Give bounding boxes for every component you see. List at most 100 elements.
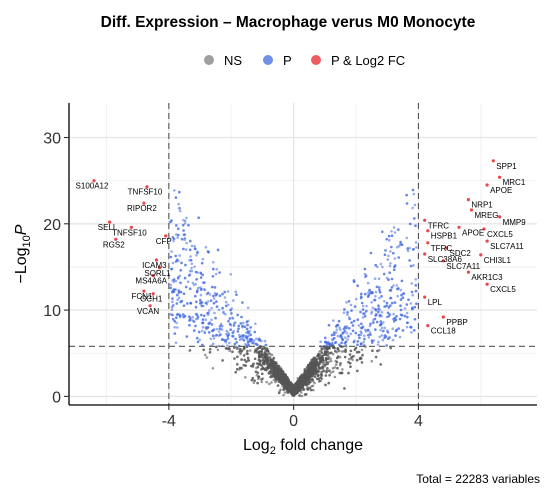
p-point — [338, 343, 341, 347]
gene-label: SPP1 — [496, 162, 517, 171]
significant-point — [92, 179, 96, 183]
p-point — [347, 335, 350, 338]
ns-point — [260, 380, 264, 384]
p-point — [215, 292, 219, 296]
p-point — [190, 244, 194, 248]
p-point — [200, 301, 204, 304]
p-point — [413, 318, 417, 321]
ns-point — [239, 349, 242, 353]
p-point — [360, 322, 363, 326]
ns-point — [242, 354, 246, 357]
p-point — [200, 304, 204, 308]
ns-point — [233, 346, 236, 350]
gene-label: SORL1 — [144, 269, 171, 278]
p-point — [233, 342, 237, 346]
p-point — [199, 298, 202, 302]
p-point — [346, 338, 349, 341]
p-point — [364, 328, 367, 332]
p-point — [370, 291, 374, 294]
p-point — [229, 308, 232, 312]
p-point — [405, 325, 409, 329]
p-point — [171, 304, 175, 308]
ns-point — [318, 366, 321, 369]
p-point — [408, 222, 412, 226]
ns-point — [318, 380, 321, 383]
ns-point — [311, 378, 314, 381]
p-point — [201, 257, 205, 261]
p-point — [375, 313, 378, 316]
p-point — [173, 320, 176, 323]
p-point — [215, 305, 219, 308]
legend: NS P P & Log2 FC — [204, 53, 405, 68]
ns-point — [243, 358, 246, 362]
p-point — [208, 321, 211, 325]
significant-point — [479, 253, 483, 257]
p-point — [221, 292, 224, 296]
p-point — [209, 299, 213, 302]
ns-point — [328, 369, 331, 373]
ns-point — [317, 377, 321, 381]
axes — [68, 103, 537, 406]
p-point — [175, 302, 179, 305]
cutoff-lines — [69, 103, 537, 405]
p-point — [367, 291, 370, 295]
p-point — [182, 292, 186, 296]
p-point — [181, 224, 185, 227]
p-point — [389, 304, 392, 307]
p-point — [179, 290, 183, 294]
ns-point — [299, 386, 303, 390]
gene-label: VCAN — [137, 307, 159, 316]
p-point — [229, 273, 233, 276]
p-point — [387, 278, 390, 282]
p-point — [183, 222, 187, 225]
y-tick-label: 20 — [43, 217, 61, 234]
gene-label: MREG — [475, 211, 499, 220]
p-point — [399, 308, 403, 312]
p-point — [180, 237, 184, 241]
p-point — [415, 246, 418, 249]
p-point — [227, 331, 230, 335]
ns-point — [320, 355, 324, 358]
p-point — [343, 325, 347, 329]
y-tick-label: 0 — [52, 389, 61, 406]
ns-point — [265, 347, 269, 351]
p-point — [410, 331, 413, 334]
p-point — [319, 340, 322, 344]
ns-point — [277, 391, 281, 395]
p-point — [182, 304, 186, 308]
ns-point — [270, 381, 273, 384]
p-point — [352, 280, 356, 284]
p-point — [348, 317, 352, 321]
ticks: -4 0 4 0 10 20 30 — [43, 131, 423, 430]
ns-point — [252, 362, 255, 366]
p-point — [333, 336, 336, 340]
ns-point — [340, 350, 344, 353]
p-point — [199, 293, 203, 297]
p-point — [219, 324, 223, 328]
gene-label: TFRC — [428, 221, 450, 230]
p-point — [405, 202, 409, 205]
p-point — [367, 293, 371, 297]
ns-point — [259, 359, 262, 363]
p-point — [169, 255, 173, 259]
p-point — [224, 339, 228, 342]
ns-point — [265, 368, 268, 372]
p-point — [393, 265, 396, 269]
ns-point — [320, 347, 324, 351]
p-point — [204, 245, 208, 249]
p-point — [327, 323, 331, 327]
p-point — [180, 261, 183, 265]
gene-label: TNFSF10 — [112, 228, 147, 237]
p-point — [194, 324, 197, 328]
ns-point — [308, 386, 312, 390]
ns-point — [254, 370, 258, 374]
legend-item: P — [263, 53, 292, 68]
p-point — [229, 328, 232, 332]
p-point — [172, 278, 176, 281]
p-points — [169, 188, 418, 348]
ns-point — [284, 377, 288, 380]
ns-point — [307, 373, 311, 376]
ns-point — [339, 362, 342, 365]
p-point — [325, 342, 329, 346]
